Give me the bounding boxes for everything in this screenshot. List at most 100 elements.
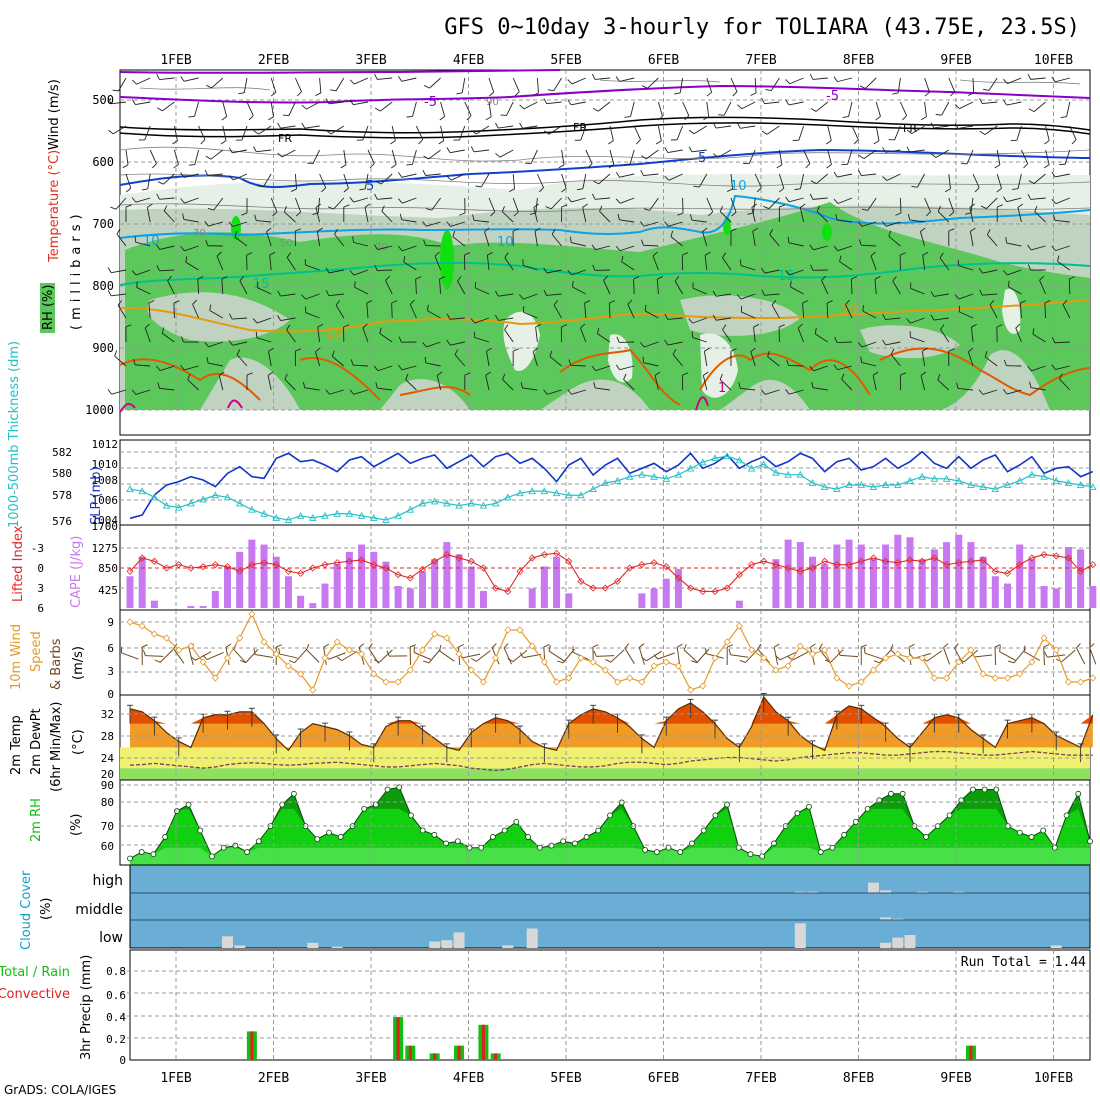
surface-wind-barb-flag	[954, 643, 959, 649]
wind-barb-flag	[439, 116, 445, 121]
li-point	[199, 563, 207, 571]
thickness-point	[954, 476, 963, 484]
wind-barb	[257, 287, 272, 295]
wind-barb	[609, 149, 615, 165]
wind-speed-point	[540, 658, 548, 666]
wind-speed-point	[735, 622, 743, 630]
wind-barb-flag	[290, 188, 297, 192]
wind-speed-point	[443, 634, 451, 642]
wind-barb-flag	[519, 294, 524, 300]
li-point	[455, 554, 463, 562]
cape-bar	[882, 544, 890, 608]
wind-barb	[512, 197, 519, 213]
wind-barb	[867, 197, 877, 211]
li-point	[187, 564, 195, 572]
wind-barb	[716, 317, 732, 321]
temp-tick: 32	[101, 708, 114, 721]
wind-barb-flag	[640, 169, 644, 176]
wind-speed-point	[150, 630, 158, 638]
li-point	[796, 567, 804, 575]
thickness-point	[1040, 472, 1048, 480]
wind-barb-flag	[216, 251, 222, 257]
wind-barb-flag	[180, 364, 185, 371]
wind-speed-point	[1016, 670, 1024, 678]
li-point	[906, 556, 914, 564]
rh-point	[185, 801, 192, 808]
wind-barb	[159, 269, 175, 272]
wind-barb	[486, 255, 490, 271]
wind-barb	[647, 77, 659, 89]
wind-barb-flag	[835, 214, 838, 221]
date-label-bottom: 8FEB	[843, 1071, 874, 1086]
wind-barb-flag	[487, 251, 493, 256]
wind-barb-flag	[466, 115, 472, 121]
wind-barb-flag	[902, 115, 907, 121]
contour-plus25	[119, 347, 1091, 406]
wind-barb-flag	[1051, 171, 1056, 178]
wind-barb	[911, 125, 925, 134]
wind-barb-flag	[182, 213, 185, 220]
wind-barb	[722, 329, 732, 343]
li-point	[528, 554, 536, 562]
cape-bar	[406, 588, 414, 608]
rh-point	[255, 838, 262, 845]
wind-barb	[498, 293, 514, 297]
wind-barb-flag	[644, 304, 647, 311]
wind-speed-point	[955, 658, 963, 666]
cape-bar	[857, 544, 865, 608]
wind-barb-flag	[785, 79, 791, 85]
surface-wind-barb	[512, 649, 528, 663]
wind-barb	[304, 387, 320, 391]
wind-barb-flag	[301, 122, 306, 129]
wind-barb-flag	[398, 172, 403, 178]
wind-barb-flag	[296, 91, 302, 97]
wind-speed-point	[833, 674, 841, 682]
wind-speed-point	[260, 638, 268, 646]
rh-point	[396, 784, 403, 791]
wind-barb-flag	[971, 323, 977, 328]
wind-barb	[652, 255, 659, 271]
wind-barb	[343, 149, 347, 165]
surface-wind-barb-flag	[624, 643, 630, 649]
wind-barb-flag	[750, 92, 757, 96]
wind-barb	[778, 173, 785, 189]
wind-barb-flag	[425, 208, 432, 211]
wind-barb-flag	[627, 299, 633, 305]
wind-barb	[135, 101, 151, 106]
surface-wind-barb-flag	[288, 660, 295, 664]
wind-barb-flag	[131, 99, 136, 105]
surface-wind-barb	[206, 651, 224, 661]
wind-speed-point	[297, 670, 305, 678]
wind-barb	[676, 125, 684, 141]
wind-barb	[192, 304, 200, 319]
wind-barb-flag	[875, 116, 881, 121]
ylabel-minmax: (6hr Min/Max)	[49, 702, 64, 792]
wind-barb	[536, 173, 544, 188]
wind-barb	[890, 354, 901, 367]
wind-barb	[837, 197, 853, 204]
wind-barb-flag	[989, 299, 995, 306]
wind-barb	[706, 77, 713, 93]
cape-bar	[869, 559, 877, 608]
wind-barb-flag	[1002, 270, 1008, 276]
thickness-point	[833, 485, 841, 493]
wind-barb-flag	[302, 381, 306, 388]
rh-point	[899, 790, 906, 797]
wind-barb-flag	[592, 107, 599, 112]
thickness-point	[930, 474, 939, 482]
wind-barb	[657, 125, 662, 141]
cloud-cover-box	[429, 941, 441, 948]
temp-tick: 20	[101, 768, 114, 781]
wind-barb-flag	[255, 331, 258, 338]
wind-barb	[330, 125, 345, 135]
rh-point	[700, 827, 707, 834]
wind-barb-flag	[456, 92, 463, 95]
wind-barb	[571, 77, 586, 85]
wind-barb-flag	[561, 204, 568, 208]
wind-barb	[598, 173, 611, 185]
contour-label-10-c: 10	[730, 179, 747, 194]
contour-plus15	[119, 262, 1091, 286]
wind-barb-flag	[188, 115, 195, 118]
rh-point	[583, 834, 590, 840]
wind-barb-flag	[810, 180, 817, 185]
